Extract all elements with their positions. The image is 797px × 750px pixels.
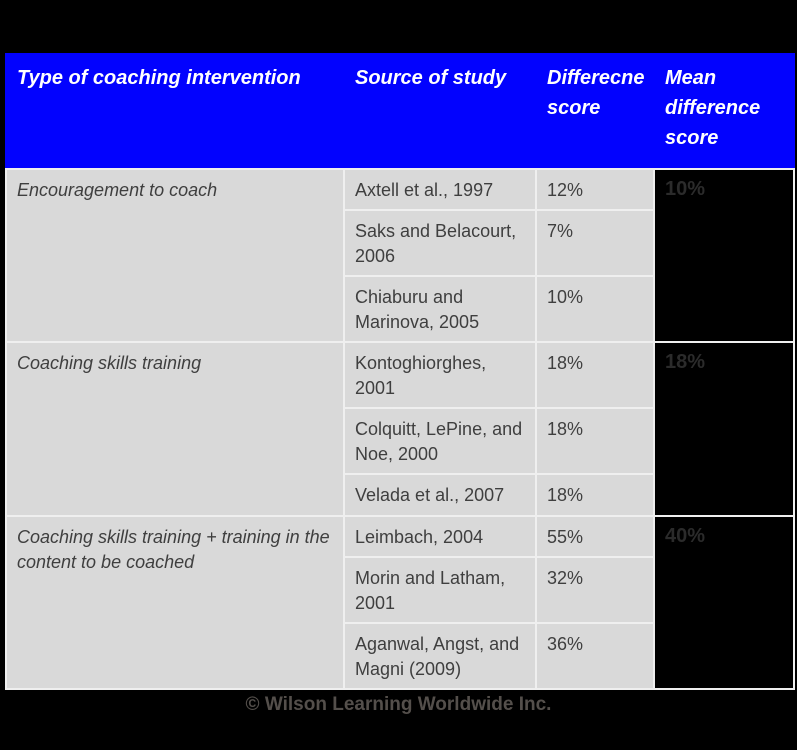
source-cell: Kontoghiorghes, 2001 (343, 341, 537, 409)
table-row: Morin and Latham, 2001 32% (6, 556, 794, 624)
source-cell: Leimbach, 2004 (343, 515, 537, 558)
intervention-cell: Coaching skills training (5, 341, 345, 517)
header-cell-mean-difference-score: Mean difference score (653, 53, 795, 170)
source-cell: Chiaburu and Marinova, 2005 (343, 275, 537, 343)
score-cell: 36% (535, 622, 655, 690)
source-cell: Axtell et al., 1997 (343, 168, 537, 211)
intervention-cell: Encouragement to coach (5, 168, 345, 343)
source-cell: Velada et al., 2007 (343, 473, 537, 517)
score-cell: 55% (535, 515, 655, 558)
header-cell-difference-score: Differecne score (535, 53, 655, 170)
copyright-notice: © Wilson Learning Worldwide Inc. (245, 694, 552, 715)
source-cell: Saks and Belacourt, 2006 (343, 209, 537, 277)
header-cell-source: Source of study (343, 53, 537, 170)
mean-score-cell: 40% (653, 515, 795, 690)
score-cell: 18% (535, 341, 655, 409)
source-cell: Aganwal, Angst, and Magni (2009) (343, 622, 537, 690)
score-cell: 32% (535, 556, 655, 624)
score-cell: 12% (535, 168, 655, 211)
source-cell: Morin and Latham, 2001 (343, 556, 537, 624)
header-cell-intervention: Type of coaching intervention (5, 53, 345, 170)
score-cell: 18% (535, 473, 655, 517)
table-row: Saks and Belacourt, 2006 7% (6, 209, 794, 277)
mean-score-cell: 18% (653, 341, 795, 517)
source-cell: Colquitt, LePine, and Noe, 2000 (343, 407, 537, 475)
table-row: Aganwal, Angst, and Magni (2009) 36% (6, 622, 794, 690)
table-row: Coaching skills training + training in t… (5, 515, 795, 690)
table-row: Chiaburu and Marinova, 2005 10% (6, 275, 794, 343)
score-cell: 18% (535, 407, 655, 475)
score-cell: 10% (535, 275, 655, 343)
score-cell: 7% (535, 209, 655, 277)
intervention-cell: Coaching skills training + training in t… (5, 515, 345, 690)
table-row: Encouragement to coach Axtell et al., 19… (5, 168, 795, 343)
coaching-intervention-table: Type of coaching intervention Source of … (5, 53, 795, 690)
table-row: Velada et al., 2007 18% (6, 473, 794, 517)
table-row: Coaching skills training Kontoghiorghes,… (5, 341, 795, 517)
table-header-row: Type of coaching intervention Source of … (5, 53, 795, 170)
mean-score-cell: 10% (653, 168, 795, 343)
table-row: Colquitt, LePine, and Noe, 2000 18% (6, 407, 794, 475)
